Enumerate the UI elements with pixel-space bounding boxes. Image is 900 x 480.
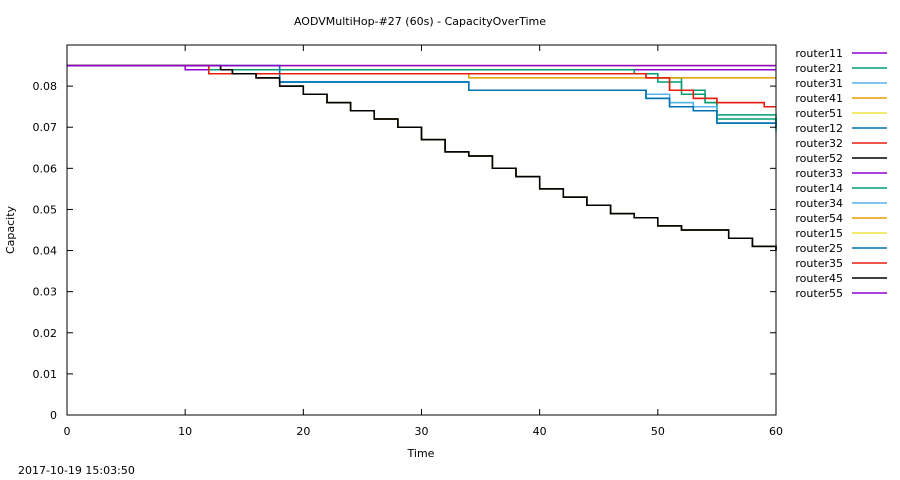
x-tick-label: 0 [64, 425, 71, 438]
y-tick-label: 0.02 [33, 327, 58, 340]
y-tick-label: 0.01 [33, 368, 58, 381]
series-line-router45 [67, 64, 777, 251]
series-layer [67, 64, 777, 251]
legend-label: router52 [795, 152, 843, 165]
y-axis-label: Capacity [4, 205, 17, 254]
x-axis-label: Time [407, 447, 435, 460]
legend-label: router34 [795, 197, 843, 210]
series-line-router35 [67, 64, 776, 108]
legend-label: router41 [795, 92, 843, 105]
y-tick-label: 0.06 [33, 162, 58, 175]
y-tick-label: 0.05 [33, 203, 58, 216]
legend-label: router21 [795, 62, 843, 75]
series-line-router41 [67, 64, 777, 251]
legend-label: router33 [795, 167, 843, 180]
legend-label: router32 [795, 137, 843, 150]
legend-label: router51 [795, 107, 843, 120]
legend-label: router12 [795, 122, 843, 135]
series-line-router34 [67, 64, 777, 128]
x-tick-label: 50 [651, 425, 665, 438]
x-tick-label: 10 [178, 425, 192, 438]
x-tick-label: 60 [769, 425, 783, 438]
legend-label: router31 [795, 77, 843, 90]
footer-timestamp: 2017-10-19 15:03:50 [18, 464, 135, 477]
legend-label: router11 [795, 47, 843, 60]
legend-label: router25 [795, 242, 843, 255]
x-tick-label: 40 [533, 425, 547, 438]
legend-label: router14 [795, 182, 843, 195]
legend-label: router35 [795, 257, 843, 270]
legend: router11 router21 router31 router41 router51… [795, 47, 887, 300]
legend-label: router15 [795, 227, 843, 240]
y-tick-label: 0.08 [33, 80, 58, 93]
y-tick-label: 0 [50, 409, 57, 422]
legend-label: router54 [795, 212, 843, 225]
series-line-router54 [67, 64, 776, 79]
x-tick-label: 20 [296, 425, 310, 438]
x-tick-label: 30 [415, 425, 429, 438]
chart-title: AODVMultiHop-#27 (60s) - CapacityOverTim… [294, 15, 546, 28]
y-tick-label: 0.04 [33, 245, 58, 258]
legend-label: router55 [795, 287, 843, 300]
axes-layer: 0 10 20 30 40 50 60 0 0.01 0.02 0.03 0.04 0.05 0.06 0.… [33, 45, 783, 438]
series-line-router52 [67, 64, 777, 251]
y-tick-label: 0.03 [33, 286, 58, 299]
y-tick-label: 0.07 [33, 121, 58, 134]
legend-label: router45 [795, 272, 843, 285]
